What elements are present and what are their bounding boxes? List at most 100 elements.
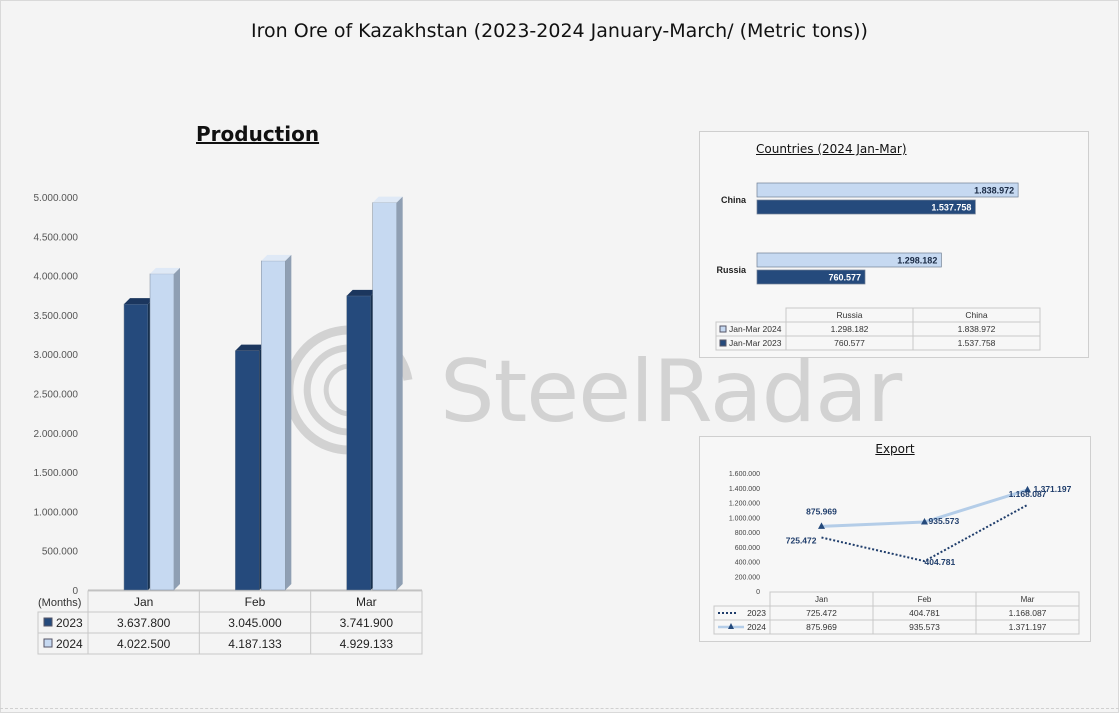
table-cell: 4.187.133	[228, 637, 282, 651]
bar-side-2024-Feb	[285, 254, 292, 590]
y-tick-label: 0	[756, 589, 760, 596]
legend-label-2024: 2024	[747, 622, 766, 632]
legend-swatch-2024	[43, 638, 53, 648]
bar-2024-Jan	[149, 273, 175, 591]
table-cell: 1.298.182	[831, 324, 869, 334]
bar-top-2024-Jan	[150, 267, 180, 274]
legend-label-2023: 2023	[747, 608, 766, 618]
bar-2024-Mar	[372, 202, 397, 591]
table-cell: 404.781	[909, 608, 940, 618]
production-chart: 0 500.000 1.000.000 1.500.000 2.000.000 2.500…	[34, 193, 423, 655]
export-chart: 0 200.000 400.000 600.000 800.000 1.000.000 1.…	[713, 471, 1080, 635]
data-label-2024: 935.573	[929, 516, 960, 526]
legend-marker-2024	[728, 623, 734, 629]
table-cell: 760.577	[834, 338, 865, 348]
countries-title: Countries (2024 Jan-Mar)	[756, 142, 907, 156]
x-tick-label: Feb	[245, 595, 266, 609]
legend-label: Jan-Mar 2023	[729, 338, 782, 348]
table-cell: 3.637.800	[117, 616, 171, 630]
table-cell: 1.838.972	[958, 324, 996, 334]
table-cell: 4.929.133	[340, 637, 394, 651]
bar-top-2023-Jan	[124, 298, 154, 305]
table-cell: 1.371.197	[1009, 622, 1047, 632]
y-tick-label: 200.000	[735, 574, 760, 581]
table-cell: 3.741.900	[340, 616, 394, 630]
table-column-header: Russia	[837, 310, 863, 320]
series-line-2023	[821, 503, 1028, 563]
data-label: 1.838.972	[974, 186, 1014, 196]
legend-swatch	[719, 325, 727, 333]
marker-2024	[1024, 485, 1031, 493]
bar-top-2023-Mar	[346, 289, 377, 296]
bar-top-2024-Feb	[261, 254, 292, 261]
countries-panel: Countries (2024 Jan-Mar) China 1.838.972 1…	[699, 131, 1089, 358]
table-cell: 1.168.087	[1009, 608, 1047, 618]
bar-side-2024-Mar	[396, 196, 403, 591]
y-tick-label: 800.000	[735, 530, 760, 537]
y-tick-label: 4.000.000	[34, 272, 79, 283]
legend-label-2023: 2023	[56, 616, 83, 630]
main-title: Iron Ore of Kazakhstan (2023-2024 Januar…	[251, 20, 868, 42]
export-panel: Export 0 200.000 400.000 600.000 800.000 1.00…	[699, 436, 1091, 642]
table-cell: 3.045.000	[228, 616, 282, 630]
x-tick-label: Mar	[1021, 595, 1035, 604]
y-tick-label: 0	[72, 586, 78, 597]
y-tick-label: 2.000.000	[34, 429, 79, 440]
table-cell: 935.573	[909, 622, 940, 632]
table-cell: 1.537.758	[958, 338, 996, 348]
production-title: Production	[196, 122, 320, 146]
bar-Jan-Mar 2024-China	[756, 182, 1019, 198]
export-title: Export	[875, 442, 915, 456]
bar-Jan-Mar 2023-China	[756, 199, 976, 215]
bar-2023-Feb	[235, 350, 260, 591]
bar-Jan-Mar 2023-Russia	[756, 269, 866, 285]
data-label: 1.298.182	[897, 256, 937, 266]
sheet-bottom-border	[0, 708, 1119, 714]
legend-swatch-2023	[43, 617, 53, 627]
table-header-label: (Months)	[38, 597, 81, 609]
table-column-header: China	[965, 310, 987, 320]
y-tick-label: 1.000.000	[729, 515, 760, 522]
legend-label: Jan-Mar 2024	[729, 324, 782, 334]
y-tick-label: 1.400.000	[729, 486, 760, 493]
bar-2023-Mar	[346, 295, 371, 591]
marker-2024	[818, 522, 825, 529]
table-cell: 4.022.500	[117, 637, 171, 651]
table-cell: 875.969	[806, 622, 837, 632]
y-tick-label: 2.500.000	[34, 390, 79, 401]
data-label-2024: 1.371.197	[1034, 484, 1072, 494]
bar-2024-Feb	[261, 260, 286, 591]
x-tick-label: Mar	[356, 595, 377, 609]
y-tick-label: 600.000	[735, 545, 760, 552]
y-tick-label: 1.000.000	[34, 507, 79, 518]
data-label: 1.537.758	[931, 203, 971, 213]
x-tick-label: Jan	[815, 595, 828, 604]
legend-swatch	[719, 339, 727, 347]
x-tick-label: Feb	[918, 595, 932, 604]
y-tick-label: 3.000.000	[34, 350, 79, 361]
bar-top-2023-Feb	[235, 344, 266, 351]
y-tick-label: 500.000	[42, 547, 79, 558]
y-tick-label: 4.500.000	[34, 232, 79, 243]
y-tick-label: 1.600.000	[729, 471, 760, 478]
data-label-2024: 875.969	[806, 506, 837, 516]
bar-top-2024-Mar	[372, 196, 403, 203]
y-tick-label: 1.200.000	[729, 501, 760, 508]
marker-2024	[921, 518, 928, 525]
x-tick-label: Jan	[134, 595, 153, 609]
y-tick-label: 400.000	[735, 560, 760, 567]
table-cell: 725.472	[806, 608, 837, 618]
bar-side-2024-Jan	[174, 267, 180, 590]
y-tick-label: 3.500.000	[34, 311, 79, 322]
y-tick-label: 1.500.000	[34, 468, 79, 479]
countries-chart: China1.838.9721.537.758Russia1.298.18276…	[715, 182, 1041, 351]
category-label-Russia: Russia	[716, 265, 747, 275]
bar-Jan-Mar 2024-Russia	[756, 252, 942, 268]
data-label: 760.577	[828, 273, 861, 283]
y-tick-label: 5.000.000	[34, 193, 79, 204]
data-label-2023: 725.472	[786, 535, 817, 545]
category-label-China: China	[721, 195, 747, 205]
legend-label-2024: 2024	[56, 637, 83, 651]
data-label-2023: 1.168.087	[1009, 489, 1047, 499]
bar-2023-Jan	[123, 303, 149, 591]
